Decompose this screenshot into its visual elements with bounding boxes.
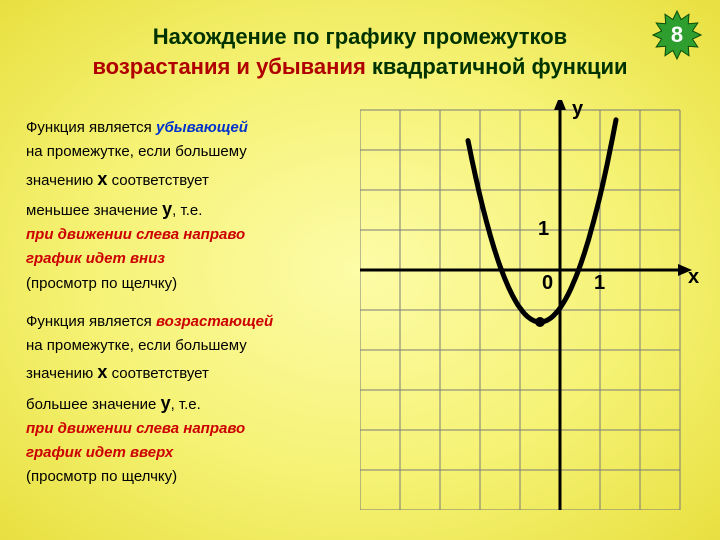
x-var: х — [97, 169, 107, 189]
title-line2b: квадратичной функции — [366, 54, 628, 79]
motion-text: при движении слева направо — [26, 419, 336, 439]
tick-1-x: 1 — [594, 272, 605, 295]
t: большее значение — [26, 396, 161, 413]
y-axis-label: у — [572, 98, 583, 121]
t: меньшее значение — [26, 202, 162, 219]
increasing-word: возрастающей — [156, 313, 273, 330]
motion-text: график идет вниз — [26, 249, 336, 269]
t: Функция является — [26, 313, 156, 330]
t: соответствует — [107, 365, 208, 382]
y-var: у — [161, 393, 171, 413]
increasing-block: Функция является возрастающей на промежу… — [26, 312, 336, 488]
x-var: х — [97, 362, 107, 382]
motion-text: график идет вверх — [26, 443, 336, 463]
t: на промежутке, если большему — [26, 336, 336, 356]
motion-text: при движении слева направо — [26, 225, 336, 245]
t: значению — [26, 172, 97, 189]
click-hint: (просмотр по щелчку) — [26, 274, 336, 294]
tick-1-y: 1 — [538, 218, 549, 241]
y-var: у — [162, 199, 172, 219]
title-line1: Нахождение по графику промежутков — [153, 24, 567, 49]
t: соответствует — [107, 172, 208, 189]
origin-label: 0 — [542, 272, 553, 295]
t: Функция является — [26, 119, 156, 136]
text-column: Функция является убывающей на промежутке… — [26, 118, 336, 492]
t: , т.е. — [172, 202, 202, 219]
x-axis-label: х — [688, 266, 699, 289]
click-hint: (просмотр по щелчку) — [26, 467, 336, 487]
t: значению — [26, 365, 97, 382]
decreasing-block: Функция является убывающей на промежутке… — [26, 118, 336, 294]
slide-number: 8 — [671, 22, 683, 48]
t: на промежутке, если большему — [26, 142, 336, 162]
title-line2a: возрастания и убывания — [92, 54, 365, 79]
t: , т.е. — [171, 396, 201, 413]
parabola-chart: у х 1 1 0 — [360, 100, 700, 510]
decreasing-word: убывающей — [156, 119, 248, 136]
slide-title: Нахождение по графику промежутков возрас… — [0, 22, 720, 81]
